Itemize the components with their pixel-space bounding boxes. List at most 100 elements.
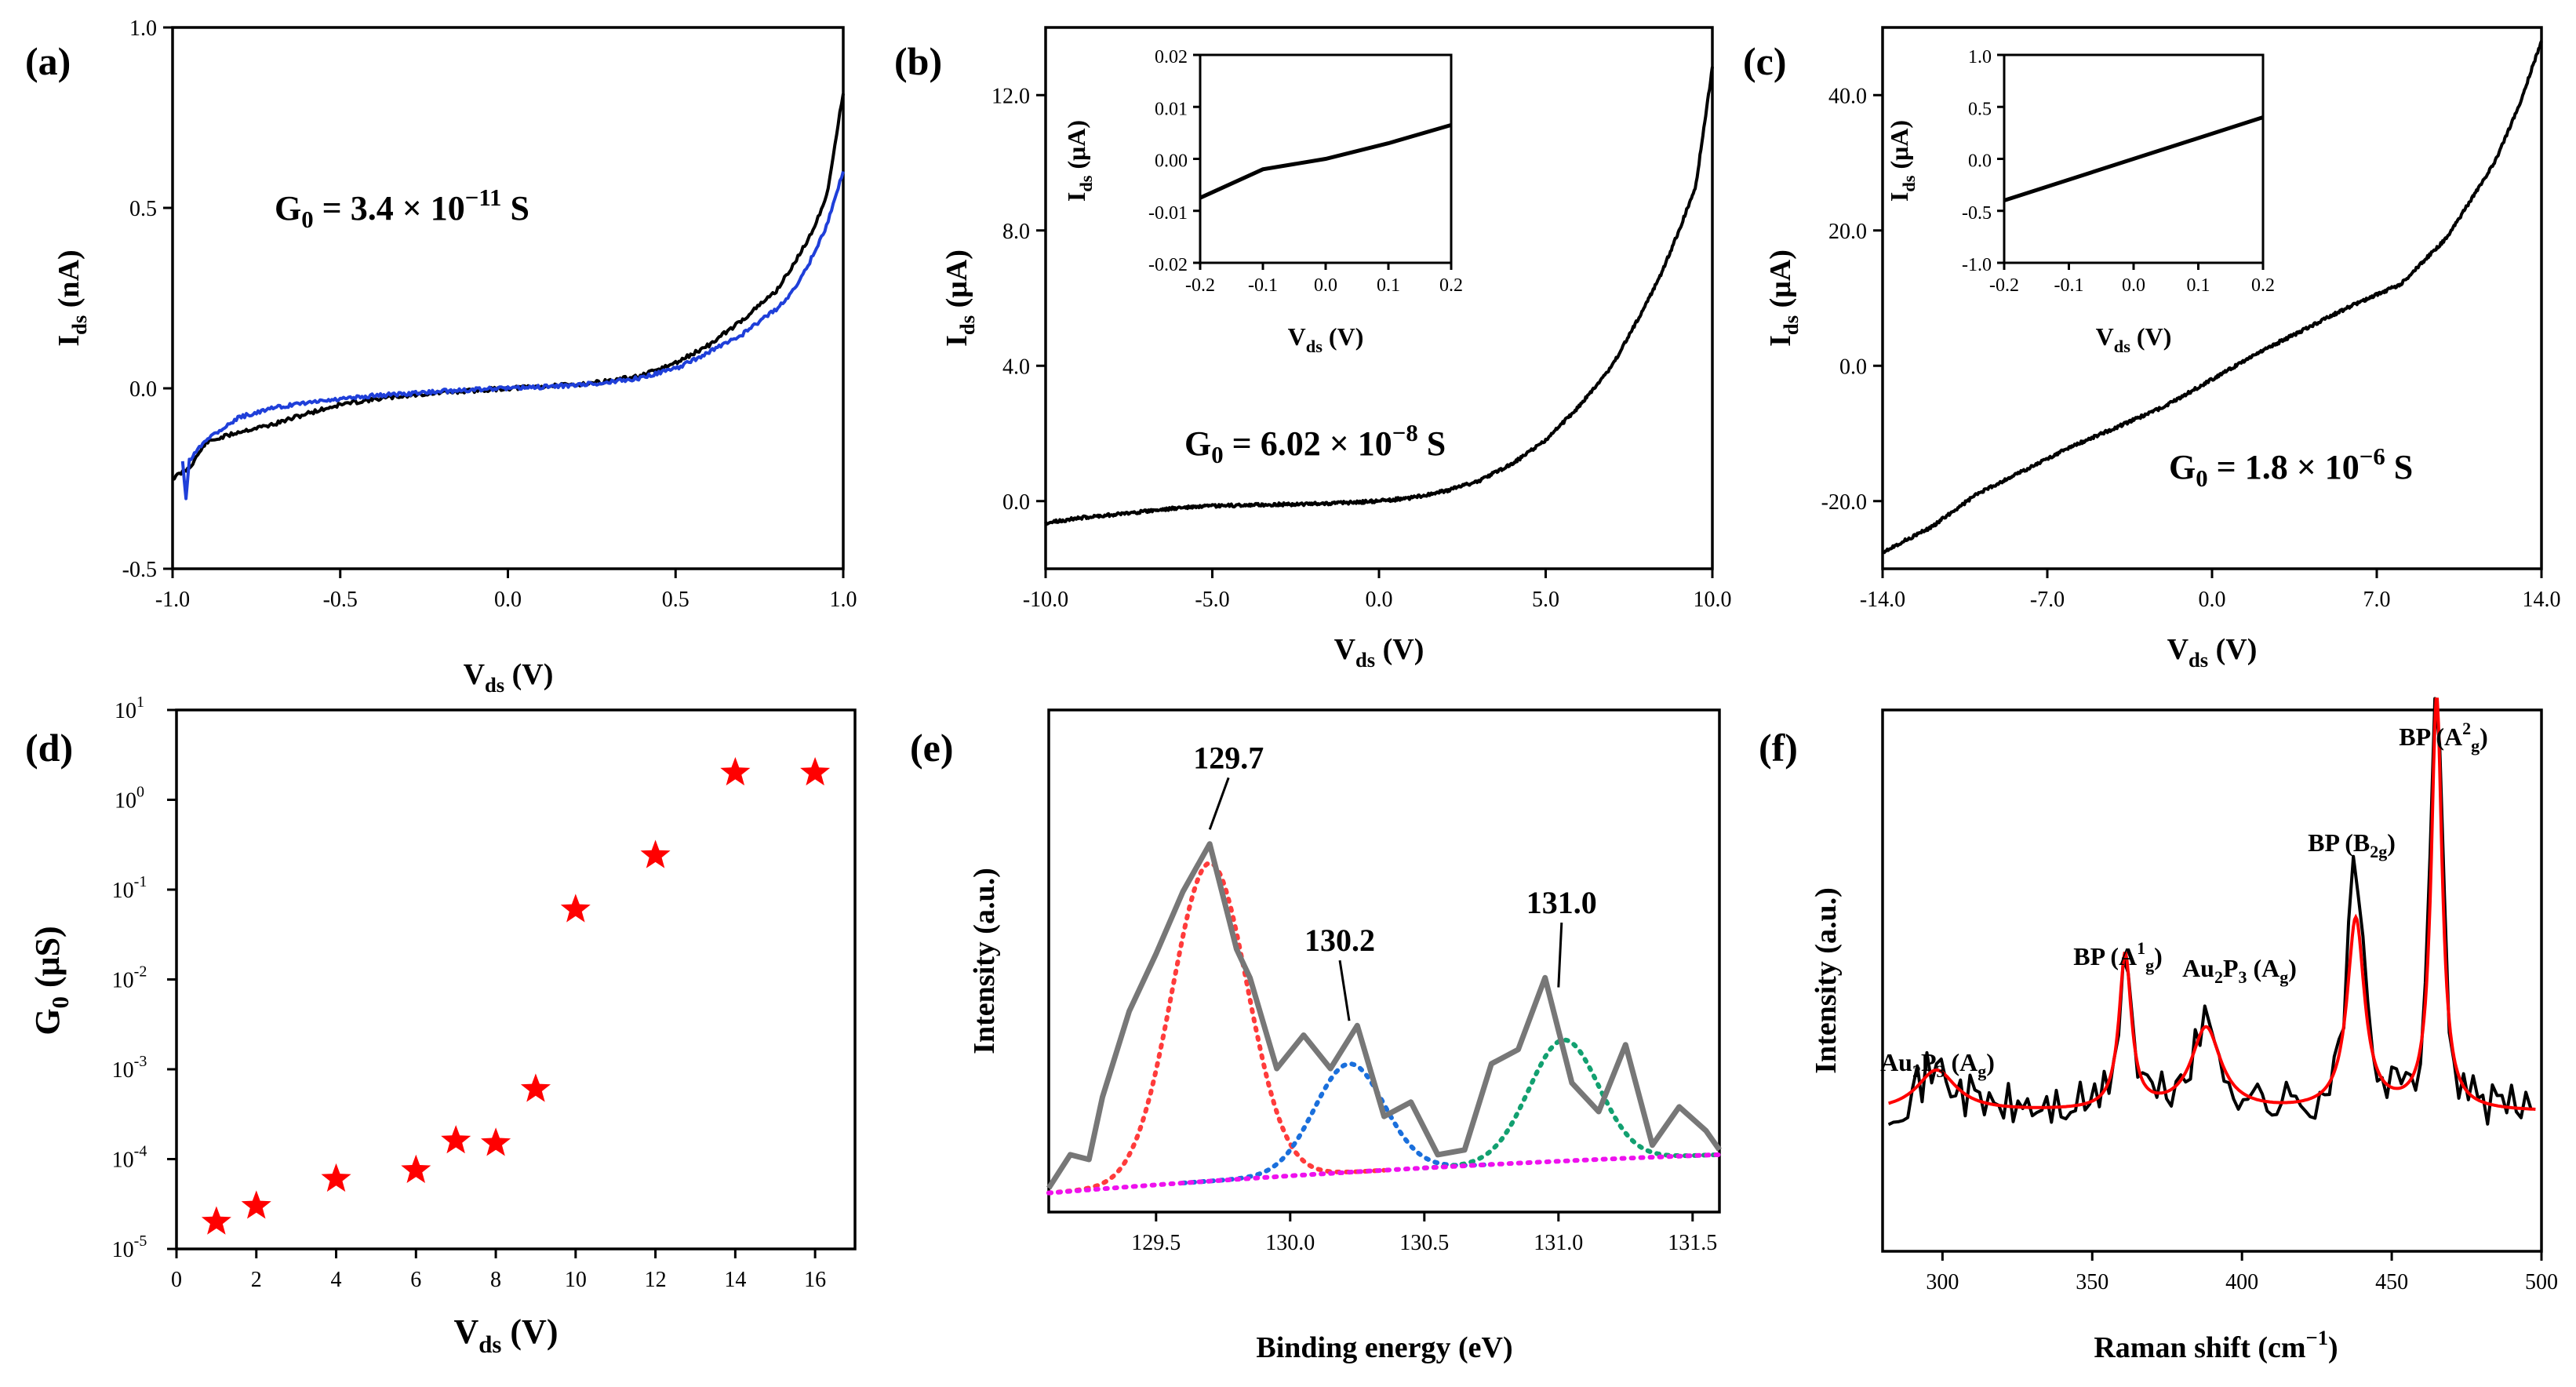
panel-a-x-tick-label-2: 0.0 (494, 588, 522, 612)
panel-f-x-axis-label: Raman shift (cm−1) (2094, 1326, 2338, 1364)
panel-e-x-tick-label-0: 129.5 (1131, 1231, 1181, 1255)
panel-d-y-tick-label-3: 10-2 (112, 963, 147, 993)
panel-e-peak-label-0: 129.7 (1193, 740, 1264, 775)
panel-b-conductance-annotation: G0 = 6.02 × 10−8 S (1184, 420, 1446, 468)
panel-d-star-6 (520, 1073, 551, 1102)
panel-f-peak-label-3: BP (B2g) (2308, 828, 2396, 861)
panel-c-y-tick-label-0: -20.0 (1821, 490, 1867, 515)
panel-b-inset-x-tick-label-0: -0.2 (1185, 275, 1215, 296)
panel-f-peak-label-4: BP (A2g) (2399, 719, 2488, 755)
panel-e-x-ticks: 129.5 130.0 130.5 131.0 131.5 (1131, 1212, 1717, 1255)
panel-b-series-curve (1044, 66, 1714, 526)
panel-e-peak-labels: 129.7 130.2 131.0 (1193, 740, 1597, 1021)
panel-b-inset-x-axis-label: Vds (V) (1288, 322, 1364, 356)
panel-d-star-2 (321, 1163, 351, 1192)
panel-f-x-tick-label-3: 450 (2375, 1270, 2408, 1294)
panel-d-x-axis-label: Vds (V) (454, 1312, 558, 1358)
panel-e-series (1046, 841, 1722, 1196)
panel-c-x-axis-label: Vds (V) (2167, 633, 2258, 672)
panel-b-y-tick-label-1: 4.0 (1002, 355, 1030, 379)
panel-d-y-tick-label-1: 10-4 (112, 1143, 147, 1173)
panel-d-y-ticks: 10-5 10-4 10-3 10-2 10-1 100 101 (112, 694, 176, 1262)
panel-f-x-tick-label-4: 500 (2525, 1270, 2558, 1294)
panel-b-x-tick-label-3: 5.0 (1532, 588, 1559, 612)
panel-f-peak-label-2: Au2P3 (Ag) (2182, 954, 2297, 987)
panel-f-fit (1888, 697, 2536, 1111)
panel-c-inset-x-tick-label-0: -0.2 (1989, 275, 2019, 296)
panel-a-axes-frame (171, 26, 845, 570)
panel-d-series (201, 757, 831, 1235)
panel-d-y-tick-label-4: 10-1 (112, 873, 147, 903)
panel-d-star-8 (640, 839, 671, 868)
panel-c-inset: -0.2 -0.1 0.0 0.1 0.2 -1.0 -0.5 0.0 0.5 1.0 Vds … (1885, 47, 2275, 356)
panel-b-inset-x-ticks: -0.2 -0.1 0.0 0.1 0.2 (1185, 263, 1463, 296)
panel-b-x-tick-label-4: 10.0 (1694, 588, 1732, 612)
panel-a-y-tick-label-1: 0.0 (129, 377, 157, 402)
panel-d-y-tick-label-2: 10-3 (112, 1053, 147, 1083)
panel-d: (d) 0 2 4 6 8 10 12 14 16 10-510-410-310-210-110… (25, 694, 857, 1358)
panel-f-x-tick-label-1: 350 (2076, 1270, 2108, 1294)
panel-e-background (1046, 1152, 1722, 1196)
panel-c-y-tick-label-3: 40.0 (1828, 84, 1867, 108)
panel-c-x-tick-label-1: -7.0 (2030, 588, 2065, 612)
panel-a-y-tick-label-0: -0.5 (122, 558, 157, 582)
panel-c-inset-x-axis-label: Vds (V) (2096, 322, 2172, 356)
panel-d-y-tick-label-6: 101 (115, 694, 144, 723)
panel-b-inset-x-tick-label-3: 0.1 (1377, 275, 1400, 296)
panel-b-inset-y-tick-label-3: 0.01 (1155, 99, 1188, 119)
panel-c-inset-series (2003, 115, 2264, 202)
panel-a: (a) -1.0 -0.5 0.0 0.5 1.0 -0.5 0.0 0.5 1.0 Vds … (25, 16, 857, 697)
panel-d-star-4 (441, 1125, 471, 1154)
panel-d-x-tick-label-8: 16 (804, 1268, 826, 1292)
panel-b-y-axis-label: Ids (μA) (941, 249, 979, 347)
panel-e-peak-pointer-0 (1208, 777, 1230, 830)
panel-b: (b) -10.0 -5.0 0.0 5.0 10.0 0.0 4.0 8.0 12.0 Vd… (894, 26, 1732, 672)
panel-b-inset-series (1199, 122, 1452, 200)
panel-b-inset-y-tick-label-0: -0.02 (1148, 255, 1188, 275)
panel-d-x-tick-label-5: 10 (565, 1268, 587, 1292)
panel-e-x-tick-label-1: 130.0 (1265, 1231, 1315, 1255)
panel-b-x-tick-label-2: 0.0 (1366, 588, 1393, 612)
panel-a-series (172, 93, 845, 501)
panel-b-x-axis-label: Vds (V) (1334, 633, 1424, 672)
panel-a-x-tick-label-1: -0.5 (323, 588, 358, 612)
panel-f-x-tick-label-2: 400 (2225, 1270, 2258, 1294)
panel-c-x-tick-label-2: 0.0 (2199, 588, 2226, 612)
panel-e-label: (e) (910, 726, 954, 770)
panel-e-peak-pointer-1 (1338, 959, 1351, 1021)
panel-b-label: (b) (894, 39, 942, 83)
panel-e-y-axis-label: Intensity (a.u.) (968, 868, 1001, 1054)
panel-a-x-tick-label-3: 0.5 (662, 588, 689, 612)
panel-c-inset-x-tick-label-4: 0.2 (2251, 275, 2275, 296)
panel-c-inset-x-tick-label-2: 0.0 (2122, 275, 2145, 296)
panel-c-series-curve (1881, 40, 2543, 555)
panel-c-inset-x-tick-label-3: 0.1 (2187, 275, 2210, 296)
panel-c-inset-x-ticks: -0.2 -0.1 0.0 0.1 0.2 (1989, 263, 2275, 296)
panel-c-inset-y-tick-label-0: -1.0 (1962, 255, 1992, 275)
panel-e-x-tick-label-3: 131.0 (1534, 1231, 1583, 1255)
panel-d-x-tick-label-1: 2 (251, 1268, 262, 1292)
panel-b-series (1044, 66, 1714, 526)
panel-a-conductance-annotation: G0 = 3.4 × 10−11 S (275, 184, 529, 233)
panel-b-inset-curve (1199, 122, 1452, 200)
panel-c-conductance-annotation: G0 = 1.8 × 10−6 S (2169, 443, 2413, 492)
panel-b-y-tick-label-3: 12.0 (991, 84, 1030, 108)
panel-e-fit-2 (1421, 1037, 1722, 1170)
panel-e-fit-0 (1046, 860, 1387, 1196)
panel-d-star-0 (201, 1206, 231, 1235)
panel-c-label: (c) (1743, 39, 1787, 83)
panel-d-x-ticks: 0 2 4 6 8 10 12 14 16 (171, 1249, 826, 1292)
panel-d-axes-frame (175, 708, 857, 1250)
panel-b-axes-frame (1044, 26, 1714, 570)
panel-d-x-tick-label-2: 4 (331, 1268, 342, 1292)
panel-a-x-tick-label-0: -1.0 (155, 588, 190, 612)
panel-c-inset-x-tick-label-1: -0.1 (2054, 275, 2084, 296)
panel-e-peak-pointer-2 (1557, 922, 1563, 988)
panel-e-x-axis-label: Binding energy (eV) (1256, 1331, 1512, 1364)
panel-c: (c) -14.0 -7.0 0.0 7.0 14.0 -20.0 0.0 20.0 40.0… (1743, 26, 2561, 672)
panel-d-star-7 (560, 894, 591, 923)
panel-a-x-ticks: -1.0 -0.5 0.0 0.5 1.0 (155, 569, 857, 612)
panel-c-inset-y-tick-label-2: 0.0 (1968, 151, 1992, 172)
panel-f-peak-label-0: Au2P3 (Ag) (1880, 1048, 1995, 1081)
